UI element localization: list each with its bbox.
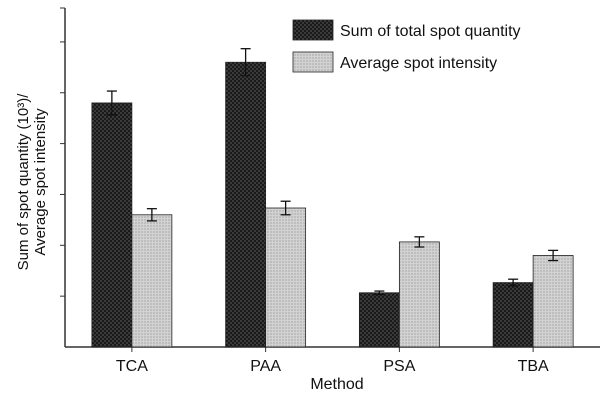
error-bar-psa-series-2 (414, 236, 425, 248)
bar-psa-series-2 (398, 241, 440, 348)
y-axis-ticks (60, 7, 65, 297)
legend-label-series-1: Sum of total spot quantity (340, 23, 521, 40)
error-bar-psa-series-1 (374, 290, 385, 296)
bar-tba-series-2 (532, 255, 574, 348)
x-axis-title: Method (310, 376, 363, 393)
x-tick-labels: TCA PAA PSA TBA (116, 358, 549, 375)
y-axis-title-line-1: Sum of spot quantity (10³)/ (15, 93, 32, 271)
error-bars (106, 48, 559, 296)
error-bar-tca-series-1 (106, 90, 117, 116)
y-axis-title-line-2: Average spot intensity (32, 108, 49, 256)
legend: Sum of total spot quantity Average spot … (292, 19, 521, 73)
legend-swatch-series-1 (292, 19, 334, 41)
error-bar-paa-series-2 (280, 200, 291, 216)
bar-tba-series-1 (492, 282, 534, 348)
x-axis-ticks (131, 347, 534, 352)
bar-tca-series-1 (91, 102, 133, 348)
x-tick-label-tba: TBA (518, 358, 549, 375)
bar-psa-series-1 (358, 292, 400, 348)
bar-tca-series-2 (131, 214, 173, 348)
x-tick-label-tca: TCA (116, 358, 148, 375)
bars (91, 61, 574, 348)
bar-paa-series-1 (225, 61, 267, 348)
error-bar-tba-series-1 (508, 278, 519, 287)
legend-label-series-2: Average spot intensity (340, 55, 497, 72)
x-tick-label-psa: PSA (383, 358, 415, 375)
bar-paa-series-2 (265, 207, 307, 348)
y-axis-title: Sum of spot quantity (10³)/ Average spot… (15, 93, 49, 271)
error-bar-tba-series-2 (548, 249, 559, 262)
error-bar-paa-series-1 (240, 48, 251, 77)
x-tick-label-paa: PAA (250, 358, 281, 375)
error-bar-tca-series-2 (146, 208, 157, 222)
legend-swatch-series-2 (292, 51, 334, 73)
